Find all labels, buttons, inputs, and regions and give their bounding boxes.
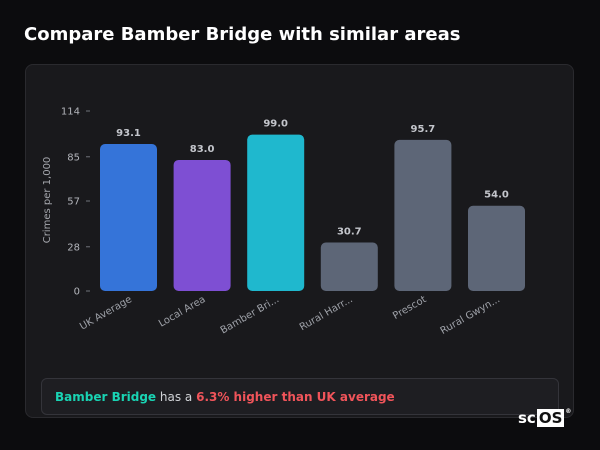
bar[interactable] (394, 139, 452, 291)
category-label: Rural Gwyn... (439, 294, 502, 337)
comparison-summary: Bamber Bridge has a 6.3% higher than UK … (41, 378, 559, 415)
category-labels: UK Average Local Area Bamber Bri... Rural H… (78, 294, 502, 337)
category-label: Rural Harr... (298, 294, 355, 333)
y-tick-label: 114 (61, 107, 80, 118)
summary-area-name: Bamber Bridge (55, 389, 157, 404)
bar[interactable] (100, 144, 157, 291)
bar[interactable] (468, 205, 525, 291)
crime-bar-chart: Crimes per 1,000 0 28 57 85 114 93.1 83.0 99.0… (42, 107, 525, 337)
category-label: Local Area (157, 294, 208, 330)
bar-value-label: 95.7 (411, 124, 436, 135)
bar-value-label: 30.7 (337, 227, 362, 238)
y-tick-label: 28 (67, 242, 80, 253)
value-labels: 93.1 83.0 99.0 30.7 95.7 54.0 (116, 119, 509, 238)
bar-value-label: 83.0 (190, 144, 215, 155)
registered-mark: ® (565, 408, 572, 415)
logo-text-os: OS (536, 409, 565, 427)
category-label: Prescot (391, 294, 428, 322)
category-label: UK Average (78, 294, 134, 333)
bar-value-label: 93.1 (116, 128, 141, 139)
bars (100, 134, 525, 291)
y-tick-label: 0 (74, 287, 80, 298)
scos-logo: sc OS ® (518, 408, 571, 428)
bar[interactable] (173, 159, 231, 291)
bar-value-label: 99.0 (263, 119, 288, 130)
bar[interactable] (320, 242, 378, 291)
bar[interactable] (247, 134, 305, 291)
bar-value-label: 54.0 (484, 190, 509, 201)
page-title: Compare Bamber Bridge with similar areas (24, 24, 461, 45)
chart-card: Crimes per 1,000 0 28 57 85 114 93.1 83.0 99.0… (25, 64, 574, 418)
summary-difference: 6.3% higher than UK average (196, 389, 395, 404)
category-label: Bamber Bri... (219, 294, 281, 336)
y-axis-label: Crimes per 1,000 (42, 157, 53, 244)
y-tick-label: 57 (67, 197, 80, 208)
summary-connector: has a (156, 389, 197, 404)
y-tick-label: 85 (67, 152, 80, 163)
logo-text-sc: sc (518, 409, 536, 427)
y-axis: 0 28 57 85 114 (61, 107, 90, 298)
